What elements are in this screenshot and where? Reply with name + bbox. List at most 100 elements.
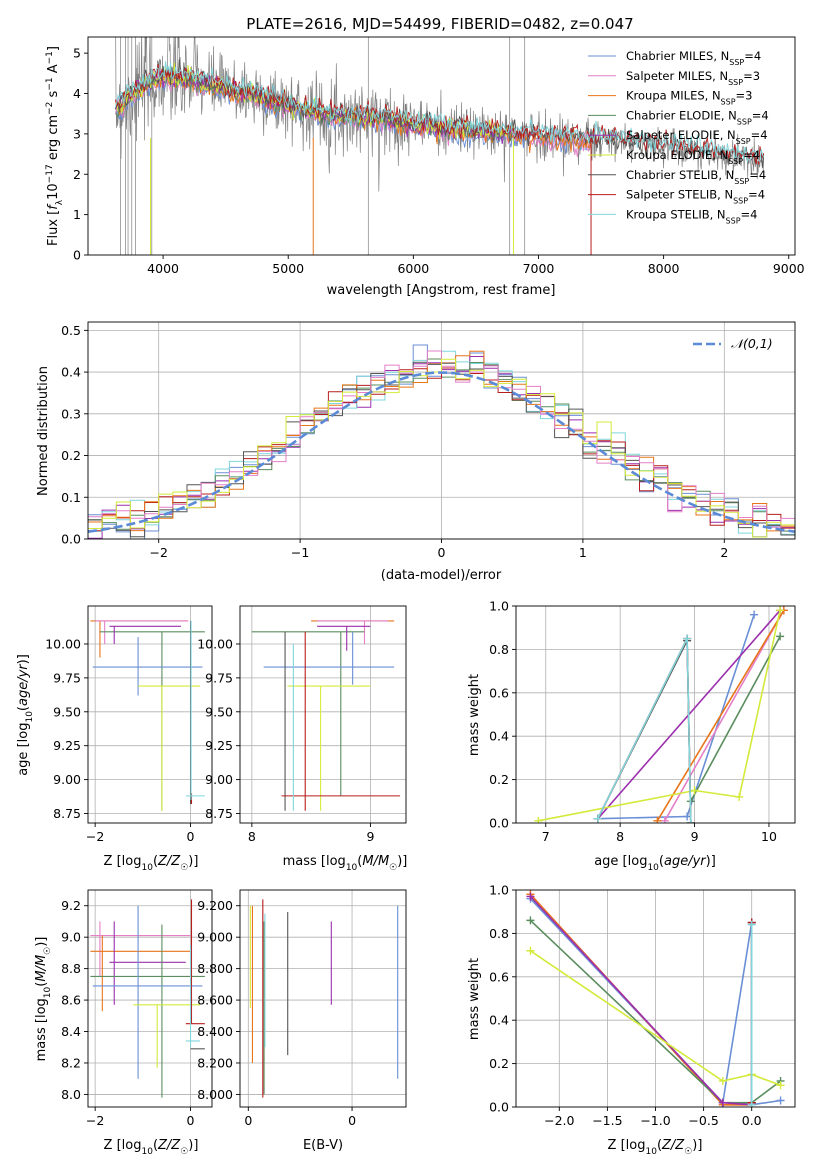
y-tick-label: 0.8 bbox=[489, 642, 509, 657]
legend-entry: Salpeter MILES, NSSP=3 bbox=[626, 69, 760, 87]
y-axis-label-part: ] bbox=[46, 46, 61, 51]
x-axis-label-part: M/M bbox=[362, 854, 389, 869]
y-tick-label: 0.4 bbox=[489, 729, 509, 744]
y-tick-label: 10.00 bbox=[45, 636, 81, 651]
y-axis-label-part: ( bbox=[16, 706, 31, 711]
axes-frame bbox=[515, 605, 796, 824]
y-tick-label: 9.50 bbox=[53, 704, 81, 719]
weight-series-marker bbox=[653, 816, 662, 823]
x-tick-label: 1 bbox=[579, 545, 587, 560]
weight-series-line bbox=[597, 638, 692, 823]
weight-series-marker bbox=[526, 892, 535, 901]
x-axis-label-part: ☉ bbox=[684, 1147, 692, 1157]
legend-label: Salpeter ELODIE, N bbox=[626, 128, 736, 142]
legend-count: =4 bbox=[741, 207, 758, 221]
plot-area bbox=[516, 606, 795, 823]
y-axis-label: mass [log10(M/M☉)] bbox=[34, 937, 53, 1062]
legend-entry: Kroupa ELODIE, NSSP=4 bbox=[626, 148, 760, 166]
x-tick-label: −0.5 bbox=[688, 1113, 718, 1128]
y-tick-label: 0.0 bbox=[489, 816, 509, 831]
x-axis-label-part: wavelength [Angstrom, rest frame] bbox=[327, 283, 556, 298]
legend-sub: SSP bbox=[736, 137, 751, 146]
x-axis-label-part: Z/Z bbox=[157, 1138, 181, 1153]
y-axis-label-part: erg cm bbox=[46, 115, 61, 164]
weight-series-marker bbox=[776, 606, 785, 615]
x-tick-label: 4000 bbox=[147, 261, 179, 276]
y-tick-label: 9.00 bbox=[205, 772, 233, 787]
y-axis-label-part: mass [log bbox=[34, 998, 49, 1061]
x-axis-label: wavelength [Angstrom, rest frame] bbox=[327, 283, 556, 298]
legend-sub: SSP bbox=[721, 97, 736, 106]
x-tick-label: −1.5 bbox=[592, 1113, 622, 1128]
plot-area bbox=[240, 890, 406, 1107]
legend-sub: SSP bbox=[728, 157, 743, 166]
y-axis-label-part: age [log bbox=[16, 723, 31, 776]
y-axis-label-part: 10 bbox=[46, 183, 61, 200]
y-tick-label: 0.4 bbox=[61, 365, 81, 380]
y-tick-label: 10.00 bbox=[197, 636, 233, 651]
y-axis-label: Flux [fλ10−17 erg cm−2 s−1 A−1] bbox=[45, 46, 65, 246]
legend-count: =4 bbox=[748, 188, 765, 202]
x-axis-label: Z [log10(Z/Z☉)] bbox=[104, 1138, 199, 1157]
y-tick-label: 1.0 bbox=[489, 599, 509, 614]
weight-series-line bbox=[656, 609, 785, 822]
x-axis-label-part: (data-model)/error bbox=[381, 568, 502, 583]
legend-label: Salpeter STELIB, N bbox=[626, 188, 733, 202]
plot-area bbox=[516, 890, 795, 1107]
y-tick-label: 8.800 bbox=[197, 961, 233, 976]
y-tick-label: 2 bbox=[73, 167, 81, 182]
x-axis-label-part: 10 bbox=[647, 863, 659, 873]
x-axis-label: age [log10(age/yr)] bbox=[594, 854, 716, 873]
y-tick-label: 8.400 bbox=[197, 1024, 233, 1039]
x-axis-label-part: Z/Z bbox=[157, 854, 181, 869]
x-tick-label: 2 bbox=[720, 545, 728, 560]
y-tick-label: 1 bbox=[73, 207, 81, 222]
normal-curve bbox=[88, 371, 795, 533]
y-tick-label: 0.8 bbox=[489, 926, 509, 941]
x-tick-label: 6000 bbox=[397, 261, 429, 276]
legend-entry: Kroupa STELIB, NSSP=4 bbox=[626, 207, 757, 225]
axes-frame bbox=[87, 605, 213, 824]
x-tick-label: 9000 bbox=[773, 261, 805, 276]
y-tick-label: 0.6 bbox=[489, 685, 509, 700]
y-tick-label: 9.2 bbox=[61, 898, 81, 913]
x-axis-label-part: Z [log bbox=[608, 1138, 646, 1153]
weight-series-marker bbox=[750, 610, 759, 619]
legend-sub: SSP bbox=[737, 117, 752, 126]
y-axis-label-part: mass weight bbox=[467, 958, 482, 1040]
axes-frame bbox=[239, 889, 407, 1108]
y-axis-label-part: )] bbox=[16, 654, 31, 664]
y-axis-label: age [log10(age/yr)] bbox=[16, 654, 35, 776]
y-tick-label: 0.0 bbox=[61, 532, 81, 547]
residual-histogram-panel: 𝒩(0,1) −2 −1 0 1 2 0.0 0.1 0.2 0.3 0.4 0.5 (data-mod… bbox=[36, 321, 796, 583]
y-tick-label: 9.00 bbox=[53, 772, 81, 787]
weight-series-marker bbox=[593, 814, 602, 823]
residual-histogram-step bbox=[88, 350, 795, 528]
x-axis-label-part: ( bbox=[659, 854, 664, 869]
x-axis-label: Z [log10(Z/Z☉)] bbox=[104, 854, 199, 873]
x-tick-label: 8000 bbox=[648, 261, 680, 276]
weight-series-marker bbox=[776, 1081, 785, 1090]
x-tick-label: 7 bbox=[542, 829, 550, 844]
y-tick-label: 9.200 bbox=[197, 898, 233, 913]
x-tick-label: −1 bbox=[291, 545, 309, 560]
x-axis-label: Z [log10(Z/Z☉)] bbox=[608, 1138, 703, 1157]
weight-series-line bbox=[597, 638, 692, 823]
weight-series-marker bbox=[776, 632, 785, 641]
y-tick-label: 4 bbox=[73, 86, 81, 101]
legend-count: =3 bbox=[743, 69, 760, 83]
weight-series-marker bbox=[690, 786, 699, 795]
y-tick-label: 9.75 bbox=[53, 670, 81, 685]
y-tick-label: 8.8 bbox=[61, 961, 81, 976]
x-axis-label-part: Z [log bbox=[104, 854, 142, 869]
weight-series-marker bbox=[747, 1100, 756, 1107]
legend-entry: Chabrier STELIB, NSSP=4 bbox=[626, 168, 766, 186]
y-axis-label: mass weight bbox=[467, 958, 482, 1040]
weight-series-line bbox=[529, 919, 782, 1104]
y-tick-label: 9.25 bbox=[53, 738, 81, 753]
x-axis-label-part: age/yr bbox=[664, 854, 707, 869]
x-axis-label-part: Z/Z bbox=[661, 1138, 685, 1153]
x-tick-label: 8 bbox=[248, 829, 256, 844]
grid bbox=[88, 606, 212, 823]
